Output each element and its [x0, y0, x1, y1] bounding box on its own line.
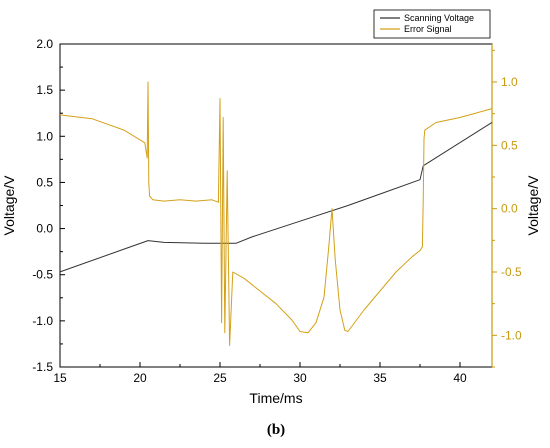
x-tick-label: 40 [453, 371, 467, 385]
series-layer [59, 81, 493, 346]
x-tick-label: 15 [53, 371, 67, 385]
y-right-tick-label: 0.0 [501, 202, 518, 216]
y-left-tick-label: -1.5 [32, 360, 53, 374]
plot-frame [59, 43, 493, 368]
y-axis-title-left: Voltage/V [1, 175, 17, 236]
x-axis-title: Time/ms [249, 390, 302, 406]
legend-label: Error Signal [404, 24, 452, 34]
y-ticks-right: -1.0 -0.5 0.0 0.5 1.0 [492, 49, 522, 368]
figure-caption: (b) [267, 422, 285, 438]
x-ticks: 15 20 25 30 35 40 [53, 362, 467, 385]
y-left-tick-label: 2.0 [36, 37, 53, 51]
x-tick-label: 30 [293, 371, 307, 385]
y-right-tick-label: 0.5 [501, 138, 518, 152]
legend-box [373, 9, 491, 39]
x-tick-label: 25 [213, 371, 227, 385]
y-right-tick-label: -0.5 [501, 265, 522, 279]
series-line-scanning-voltage [59, 121, 493, 273]
y-left-tick-label: 0.5 [36, 175, 53, 189]
y-right-tick-label: 1.0 [501, 75, 518, 89]
x-tick-label: 35 [373, 371, 387, 385]
y-axis-title-right: Voltage/V [525, 175, 541, 236]
legend-label: Scanning Voltage [404, 13, 474, 23]
series-line-error-signal [59, 81, 493, 346]
y-left-tick-label: 0.0 [36, 222, 53, 236]
y-ticks-left: -1.5 -1.0 -0.5 0.0 0.5 1.0 1.5 2.0 [32, 37, 65, 374]
plot-area [59, 43, 493, 368]
y-left-tick-label: -0.5 [32, 268, 53, 282]
y-left-tick-label: -1.0 [32, 314, 53, 328]
x-tick-label: 20 [133, 371, 147, 385]
y-left-tick-label: 1.0 [36, 129, 53, 143]
y-right-tick-label: -1.0 [501, 328, 522, 342]
y-left-tick-label: 1.5 [36, 83, 53, 97]
